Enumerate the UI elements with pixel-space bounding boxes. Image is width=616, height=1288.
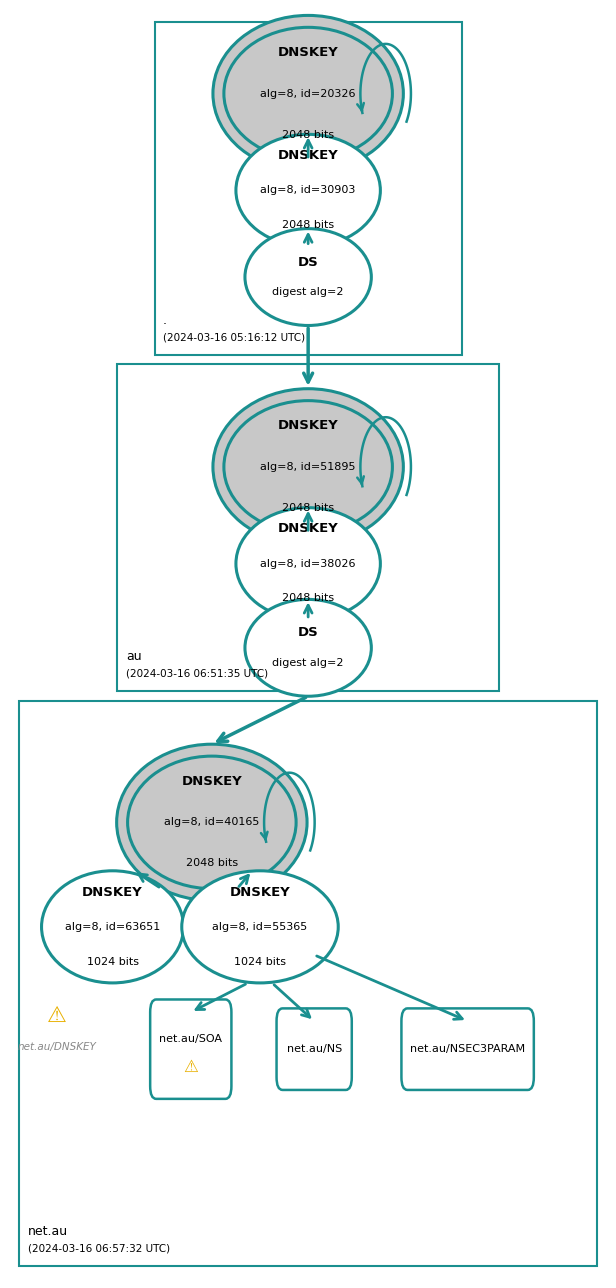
FancyBboxPatch shape	[19, 702, 597, 1266]
Ellipse shape	[41, 871, 184, 983]
Ellipse shape	[128, 756, 296, 889]
Text: (2024-03-16 06:51:35 UTC): (2024-03-16 06:51:35 UTC)	[126, 668, 268, 679]
Text: alg=8, id=63651: alg=8, id=63651	[65, 922, 160, 931]
Text: DNSKEY: DNSKEY	[278, 420, 339, 433]
Text: DNSKEY: DNSKEY	[230, 886, 290, 899]
Text: alg=8, id=55365: alg=8, id=55365	[213, 922, 307, 931]
Ellipse shape	[236, 134, 380, 246]
Ellipse shape	[213, 15, 403, 171]
Text: DNSKEY: DNSKEY	[278, 46, 339, 59]
Text: DNSKEY: DNSKEY	[278, 149, 339, 162]
Text: digest alg=2: digest alg=2	[272, 658, 344, 668]
Text: 2048 bits: 2048 bits	[186, 859, 238, 868]
Text: 1024 bits: 1024 bits	[87, 957, 139, 966]
Ellipse shape	[224, 401, 392, 533]
Text: alg=8, id=40165: alg=8, id=40165	[164, 818, 259, 827]
Text: ⚠: ⚠	[184, 1057, 198, 1075]
Text: alg=8, id=51895: alg=8, id=51895	[261, 462, 356, 471]
Text: 2048 bits: 2048 bits	[282, 594, 334, 604]
Text: net.au: net.au	[28, 1225, 68, 1238]
Text: alg=8, id=20326: alg=8, id=20326	[261, 89, 356, 99]
Text: au: au	[126, 650, 142, 663]
Text: ⚠: ⚠	[47, 1006, 67, 1027]
Ellipse shape	[245, 229, 371, 326]
Text: net.au/DNSKEY: net.au/DNSKEY	[17, 1042, 96, 1051]
Text: .: .	[163, 314, 167, 327]
Ellipse shape	[213, 389, 403, 545]
Text: DNSKEY: DNSKEY	[182, 775, 242, 788]
Ellipse shape	[116, 744, 307, 900]
Ellipse shape	[182, 871, 338, 983]
Text: 1024 bits: 1024 bits	[234, 957, 286, 966]
Text: (2024-03-16 06:57:32 UTC): (2024-03-16 06:57:32 UTC)	[28, 1243, 170, 1253]
FancyBboxPatch shape	[150, 999, 232, 1099]
Text: DNSKEY: DNSKEY	[278, 523, 339, 536]
Ellipse shape	[245, 599, 371, 697]
Text: 2048 bits: 2048 bits	[282, 130, 334, 139]
Text: digest alg=2: digest alg=2	[272, 287, 344, 298]
Text: net.au/NS: net.au/NS	[286, 1045, 342, 1054]
Text: (2024-03-16 05:16:12 UTC): (2024-03-16 05:16:12 UTC)	[163, 332, 306, 343]
Text: alg=8, id=38026: alg=8, id=38026	[261, 559, 356, 569]
Text: DS: DS	[298, 626, 318, 639]
Ellipse shape	[236, 507, 380, 620]
FancyBboxPatch shape	[277, 1009, 352, 1090]
Ellipse shape	[224, 27, 392, 160]
FancyBboxPatch shape	[402, 1009, 534, 1090]
Text: DS: DS	[298, 255, 318, 268]
Text: net.au/NSEC3PARAM: net.au/NSEC3PARAM	[410, 1045, 525, 1054]
Text: net.au/SOA: net.au/SOA	[160, 1034, 222, 1045]
Text: DNSKEY: DNSKEY	[82, 886, 143, 899]
Text: 2048 bits: 2048 bits	[282, 504, 334, 513]
Text: 2048 bits: 2048 bits	[282, 220, 334, 231]
Text: alg=8, id=30903: alg=8, id=30903	[261, 185, 356, 196]
FancyBboxPatch shape	[155, 22, 461, 354]
FancyBboxPatch shape	[118, 363, 499, 692]
